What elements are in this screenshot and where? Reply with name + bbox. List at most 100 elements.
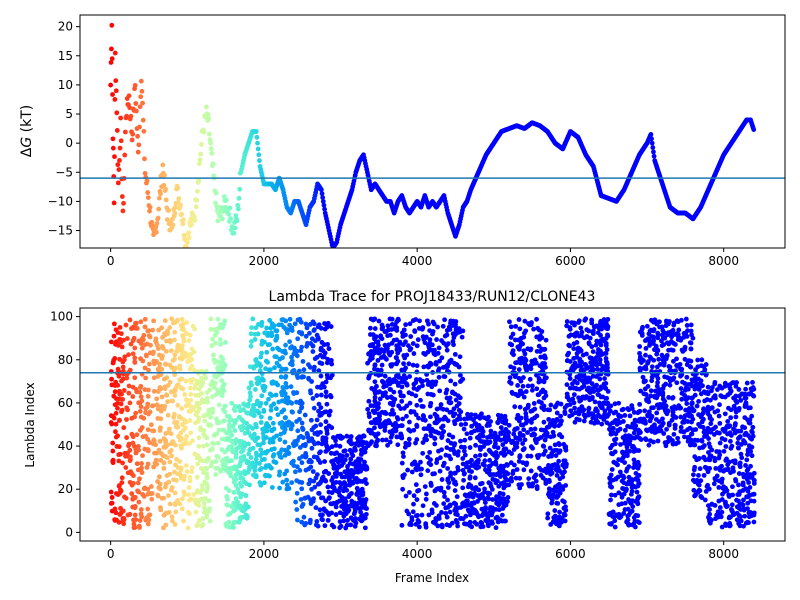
delta-g-point	[119, 194, 125, 199]
lambda-point	[121, 388, 127, 393]
lambda-point	[473, 421, 479, 427]
lambda-point	[116, 519, 122, 525]
lambda-point	[130, 394, 136, 399]
lambda-point	[592, 399, 598, 405]
delta-g-point	[650, 145, 656, 150]
lambda-point	[310, 498, 316, 504]
lambda-point	[114, 444, 120, 449]
lambda-point	[149, 496, 155, 502]
lambda-point	[275, 382, 281, 388]
lambda-point	[401, 393, 406, 399]
lambda-point	[306, 376, 312, 382]
lambda-point	[280, 355, 285, 361]
lambda-point	[187, 366, 193, 372]
lambda-point	[246, 460, 252, 465]
lambda-point	[341, 513, 347, 519]
lambda-point	[173, 442, 178, 448]
lambda-point	[444, 445, 450, 451]
lambda-point	[197, 490, 203, 495]
lambda-point	[247, 390, 253, 396]
lambda-point	[591, 389, 597, 394]
lambda-point	[332, 487, 337, 493]
lambda-point	[283, 415, 288, 420]
lambda-point	[546, 424, 552, 430]
lambda-point	[531, 326, 537, 332]
lambda-point	[590, 415, 596, 421]
lambda-point	[165, 331, 171, 337]
delta-g-point	[163, 197, 169, 203]
lambda-point	[404, 413, 409, 419]
lambda-point	[187, 358, 192, 364]
lambda-point	[138, 414, 144, 420]
lambda-point	[108, 339, 114, 345]
lambda-point	[613, 436, 619, 442]
lambda-point	[321, 440, 327, 445]
lambda-point	[167, 337, 173, 343]
lambda-point	[506, 482, 512, 488]
lambda-point	[155, 416, 161, 421]
lambda-point	[150, 327, 156, 333]
lambda-point	[534, 484, 540, 489]
lambda-point	[411, 501, 416, 507]
lambda-point	[142, 365, 148, 371]
lambda-point	[391, 389, 397, 395]
lambda-point	[536, 327, 542, 333]
lambda-point	[199, 375, 204, 381]
lambda-point	[231, 464, 237, 470]
lambda-point	[422, 484, 428, 489]
lambda-point	[562, 518, 568, 524]
lambda-point	[519, 390, 525, 396]
lambda-point	[239, 427, 245, 433]
lambda-point	[261, 480, 267, 486]
lambda-point	[210, 379, 216, 384]
lambda-point	[221, 381, 227, 387]
lambda-point	[288, 384, 294, 390]
lambda-point	[545, 511, 551, 517]
lambda-point	[257, 368, 263, 373]
lambda-point	[258, 363, 264, 369]
lambda-point	[127, 317, 133, 323]
lambda-point	[519, 355, 525, 361]
lambda-point	[393, 428, 398, 434]
lambda-point	[294, 390, 300, 396]
lambda-point	[140, 335, 145, 341]
lambda-point	[355, 435, 360, 441]
lambda-point	[480, 433, 486, 439]
lambda-point	[472, 491, 477, 496]
lambda-point	[159, 366, 165, 372]
lambda-point	[431, 428, 437, 434]
lambda-point	[516, 482, 522, 488]
delta-g-point	[223, 197, 229, 203]
lambda-point	[601, 400, 607, 406]
lambda-point	[493, 525, 499, 531]
lambda-point	[518, 378, 524, 384]
lambda-point	[439, 522, 445, 528]
lambda-point	[231, 406, 237, 412]
lambda-point	[323, 389, 329, 395]
lambda-panel: Lambda Trace for PROJ18433/RUN12/CLONE43…	[23, 289, 786, 585]
lambda-point	[593, 355, 599, 360]
lambda-point	[443, 452, 449, 458]
lambda-point	[276, 322, 282, 328]
lambda-point	[122, 354, 128, 360]
delta-g-point	[189, 222, 194, 228]
delta-g-point	[320, 199, 326, 204]
lambda-point	[289, 328, 295, 333]
lambda-point	[636, 520, 642, 526]
lambda-point	[442, 317, 447, 323]
lambda-point	[495, 453, 500, 459]
lambda-point	[199, 458, 205, 464]
lambda-point	[424, 377, 430, 383]
lambda-point	[517, 437, 523, 442]
lambda-point	[609, 467, 615, 472]
delta-g-point	[236, 195, 242, 201]
lambda-point	[167, 325, 173, 330]
lambda-point	[146, 517, 152, 523]
lambda-point	[157, 428, 163, 433]
lambda-point	[432, 411, 438, 417]
lambda-point	[148, 422, 154, 428]
lambda-point	[227, 418, 232, 424]
delta-g-x-tick-label: 6000	[555, 254, 586, 268]
lambda-point	[537, 465, 542, 471]
